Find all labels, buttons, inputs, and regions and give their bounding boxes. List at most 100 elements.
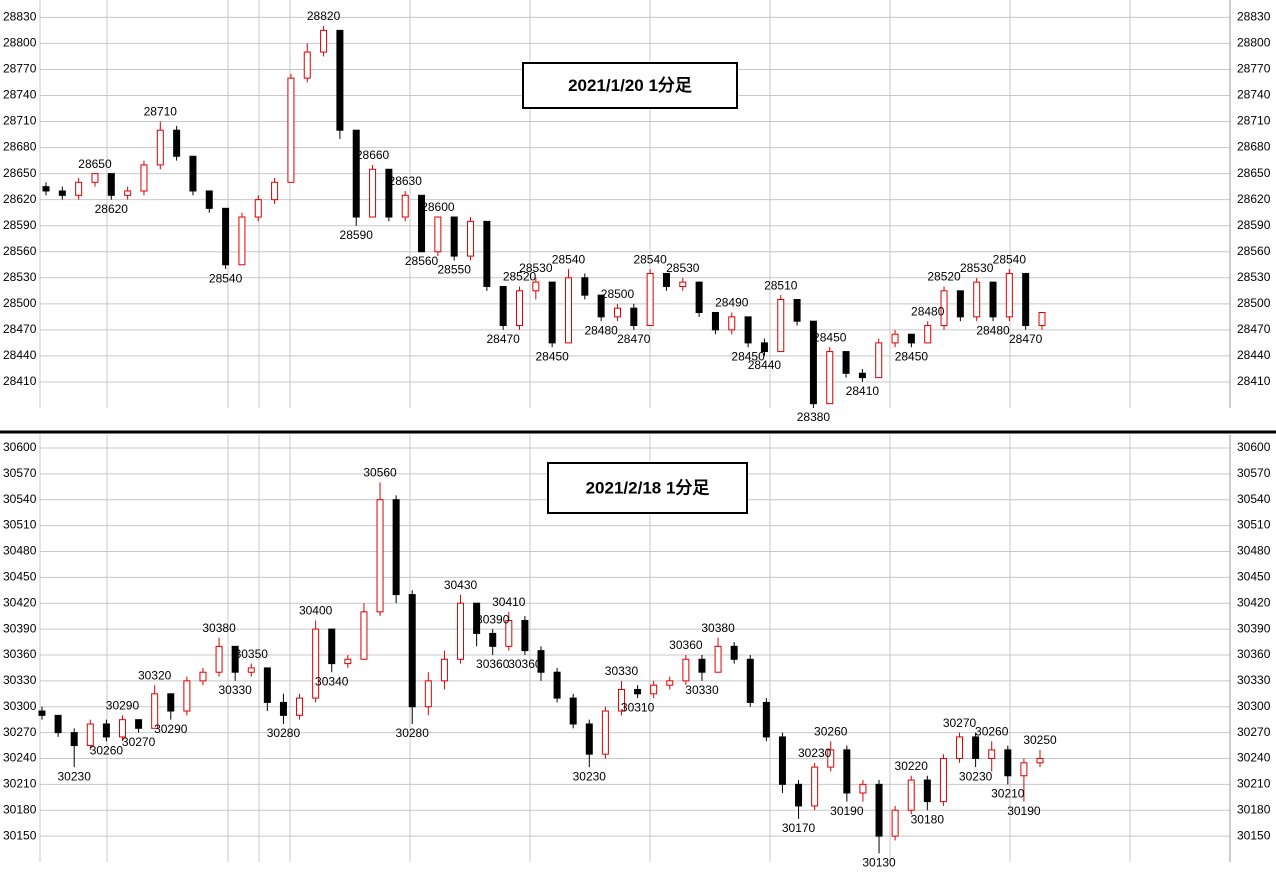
candle-body [457,602,465,660]
candle-body [858,372,866,379]
candle-body [956,290,964,318]
y-tick-label: 28500 [3,296,37,310]
price-label: 28590 [340,228,374,242]
y-tick-label-right: 28770 [1237,62,1271,76]
y-tick-label-right: 30240 [1237,751,1271,765]
y-tick-label-right: 28830 [1237,10,1271,24]
price-label: 28560 [405,254,439,268]
price-label: 28540 [993,252,1027,266]
price-label: 30190 [1007,804,1041,818]
candle-body [679,281,687,287]
price-label: 28820 [307,9,341,23]
price-label: 30230 [959,769,993,783]
candle-body [86,723,94,747]
candle-body [662,272,670,287]
y-tick-label-right: 28650 [1237,166,1271,180]
y-tick-label-right: 30300 [1237,699,1271,713]
price-label: 30410 [492,595,526,609]
price-label: 28480 [976,323,1010,337]
candle-body [505,619,513,647]
y-tick-label-right: 30360 [1237,647,1271,661]
price-label: 30360 [476,657,510,671]
price-label: 28520 [503,270,537,284]
y-tick-label: 30150 [3,828,37,842]
candle-body [809,320,817,405]
candle-body [923,779,931,803]
candle-body [38,710,46,716]
y-tick-label: 30300 [3,699,37,713]
candle-body [385,168,393,218]
y-tick-label-right: 30450 [1237,570,1271,584]
y-tick-label: 28620 [3,192,37,206]
candle-body [956,736,964,759]
price-label: 30270 [122,735,156,749]
y-tick-label-right: 28740 [1237,88,1271,102]
y-tick-label: 28800 [3,36,37,50]
price-label: 28450 [731,349,765,363]
candle-body [336,29,344,131]
y-tick-label: 30360 [3,647,37,661]
y-tick-label-right: 28410 [1237,374,1271,388]
candle-body [760,342,768,353]
candle-body [666,680,674,686]
price-label: 30360 [508,657,542,671]
y-tick-label-right: 28620 [1237,192,1271,206]
candle-body [320,29,328,53]
candle-body [891,809,899,837]
candle-body [238,216,246,266]
price-label: 30350 [235,647,269,661]
price-label: 28480 [584,323,618,337]
candle-body [140,164,148,192]
candle-body [107,173,115,196]
candle-body [75,181,83,196]
price-label: 28470 [486,332,520,346]
candle-body [124,190,132,196]
price-label: 30380 [202,621,236,635]
price-label: 30310 [621,700,655,714]
price-label: 30230 [58,769,92,783]
candle-body [401,194,409,218]
price-label: 30280 [396,726,430,740]
price-label: 30250 [1023,733,1057,747]
candle-body [516,290,524,327]
y-tick-label-right: 30330 [1237,673,1271,687]
y-tick-label: 30510 [3,518,37,532]
candle-body [473,602,481,634]
candle-body [597,294,605,318]
candle-body [312,628,320,699]
candle-body [183,680,191,712]
price-label: 30340 [315,674,349,688]
candle-body [376,499,384,613]
price-label: 28440 [748,358,782,372]
chart-title: 2021/2/18 1分足 [586,478,710,497]
candle-body [924,325,932,344]
y-tick-label: 30450 [3,570,37,584]
y-tick-label-right: 30540 [1237,492,1271,506]
price-label: 30170 [782,821,816,835]
y-tick-label-right: 30180 [1237,802,1271,816]
candle-body [1020,762,1028,777]
candle-body [875,342,883,379]
candle-body [303,51,311,79]
candle-body [369,168,377,218]
y-tick-label-right: 30420 [1237,595,1271,609]
candle-body [585,723,593,755]
y-tick-label: 30570 [3,466,37,480]
candle-body [973,281,981,318]
candle-body [730,645,738,660]
candle-body [695,281,703,314]
y-tick-label: 30180 [3,802,37,816]
title-box [547,462,748,514]
candle-body [617,688,625,712]
price-label: 30290 [154,722,188,736]
y-tick-label-right: 28800 [1237,36,1271,50]
price-label: 28650 [78,157,112,171]
candle-body [634,688,642,695]
y-tick-label: 28410 [3,374,37,388]
candle-body [537,650,545,673]
y-tick-label-right: 30390 [1237,621,1271,635]
title-box [522,62,738,109]
candle-body [650,684,658,695]
